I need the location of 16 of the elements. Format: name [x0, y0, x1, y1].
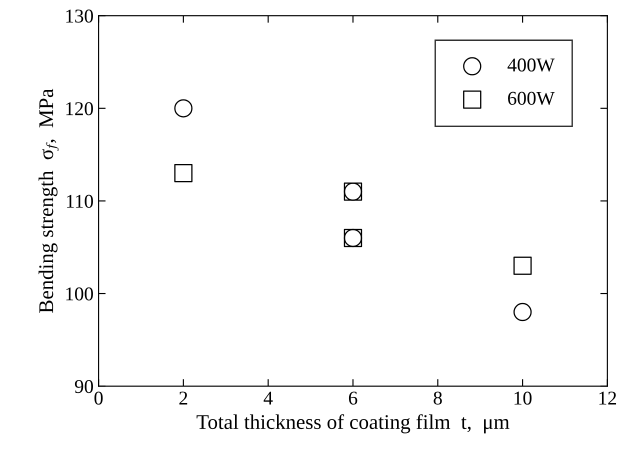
legend-label: 600W	[508, 92, 555, 105]
y-tick-label: 120	[66, 102, 93, 116]
x-tick-label: 0	[94, 392, 103, 405]
legend-label: 400W	[508, 58, 555, 72]
y-tick-label: 90	[74, 380, 93, 394]
y-tick-label: 100	[66, 287, 93, 300]
x-tick-label: 12	[599, 392, 616, 404]
x-tick-label: 6	[348, 392, 358, 405]
y-axis-title: Bending strength σ$_{f}$, MPa	[38, 88, 59, 313]
x-tick-label: 10	[514, 392, 532, 405]
y-tick-label: 130	[66, 10, 93, 23]
x-tick-label: 2	[179, 392, 188, 404]
x-tick-label: 8	[434, 392, 442, 405]
x-axis-title: Total thickness of coating film t, μm	[196, 414, 510, 434]
y-tick-label: 110	[66, 194, 93, 208]
x-tick-label: 4	[264, 392, 273, 404]
